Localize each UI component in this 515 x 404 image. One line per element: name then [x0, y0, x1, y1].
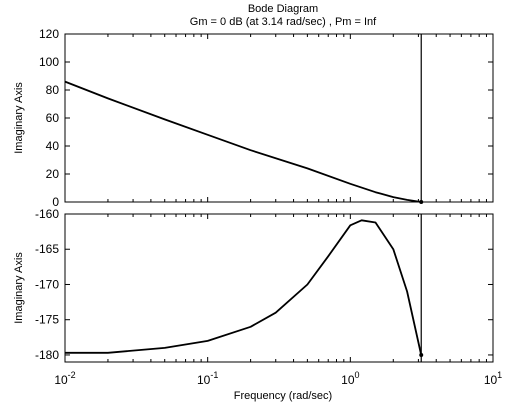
y-tick-label: -160 — [35, 207, 59, 221]
x-axis-label: Frequency (rad/sec) — [234, 390, 332, 402]
y-tick-label: -165 — [35, 242, 59, 256]
y-tick-label: 60 — [46, 111, 60, 125]
y-tick-label: 40 — [46, 139, 60, 153]
y-tick-label: 0 — [52, 195, 59, 209]
y-tick-label: 100 — [39, 55, 59, 69]
x-tick-label: 100 — [341, 370, 359, 387]
chart-subtitle: Gm = 0 dB (at 3.14 rad/sec) , Pm = Inf — [190, 16, 377, 28]
series-line — [64, 80, 422, 203]
y-tick-label: 20 — [46, 167, 60, 181]
crossover-marker — [419, 200, 424, 204]
y-tick-label: -180 — [35, 348, 59, 362]
x-tick-label: 101 — [484, 370, 502, 387]
plot-frame — [64, 213, 494, 363]
magnitude-panel: 0 20 40 60 80 100 120 Imaginary Axis — [13, 27, 494, 209]
y-tick-label: 80 — [46, 83, 60, 97]
y-axis-label: Imaginary Axis — [13, 252, 25, 324]
y-tick-label: -170 — [35, 277, 59, 291]
x-tick-label: 10-2 — [54, 370, 75, 387]
y-tick-label: 120 — [39, 27, 59, 41]
y-axis-label: Imaginary Axis — [13, 82, 25, 154]
x-tick-label: 10-1 — [197, 370, 218, 387]
y-tick-label: -175 — [35, 313, 59, 327]
crossover-marker — [419, 352, 424, 357]
series-line — [65, 219, 423, 356]
phase-panel: -180 -175 -170 -165 -160 Imaginary Axis — [13, 207, 494, 363]
chart-title: Bode Diagram — [248, 3, 318, 15]
x-tick-labels: 10-2 10-1 100 101 — [54, 370, 502, 387]
plot-frame — [64, 33, 494, 203]
